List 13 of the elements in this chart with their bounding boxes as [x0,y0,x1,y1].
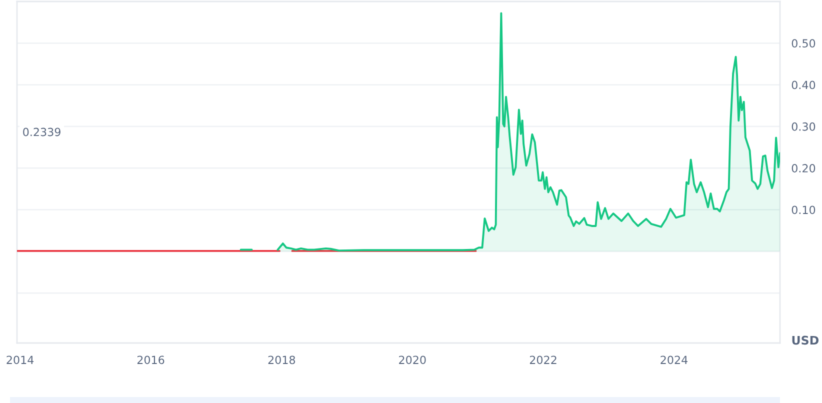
x-tick-label: 2014 [6,356,34,364]
x-tick-label: 2018 [268,356,296,364]
y-tick-label: 0.50 [792,39,816,48]
y-tick-label: 0.30 [792,122,816,131]
y-tick-label: 0.10 [792,206,816,214]
x-tick-label: 2020 [399,356,426,364]
annotation: 0.2339 [23,128,60,136]
x-tick-label: 2024 [660,356,688,364]
y-tick-label: 0.20 [792,164,816,172]
y-axis-title: USD [792,336,819,345]
x-tick-label: 2016 [137,356,164,364]
y-tick-label: 0.40 [792,80,816,90]
x-tick-label: 2022 [530,356,556,364]
